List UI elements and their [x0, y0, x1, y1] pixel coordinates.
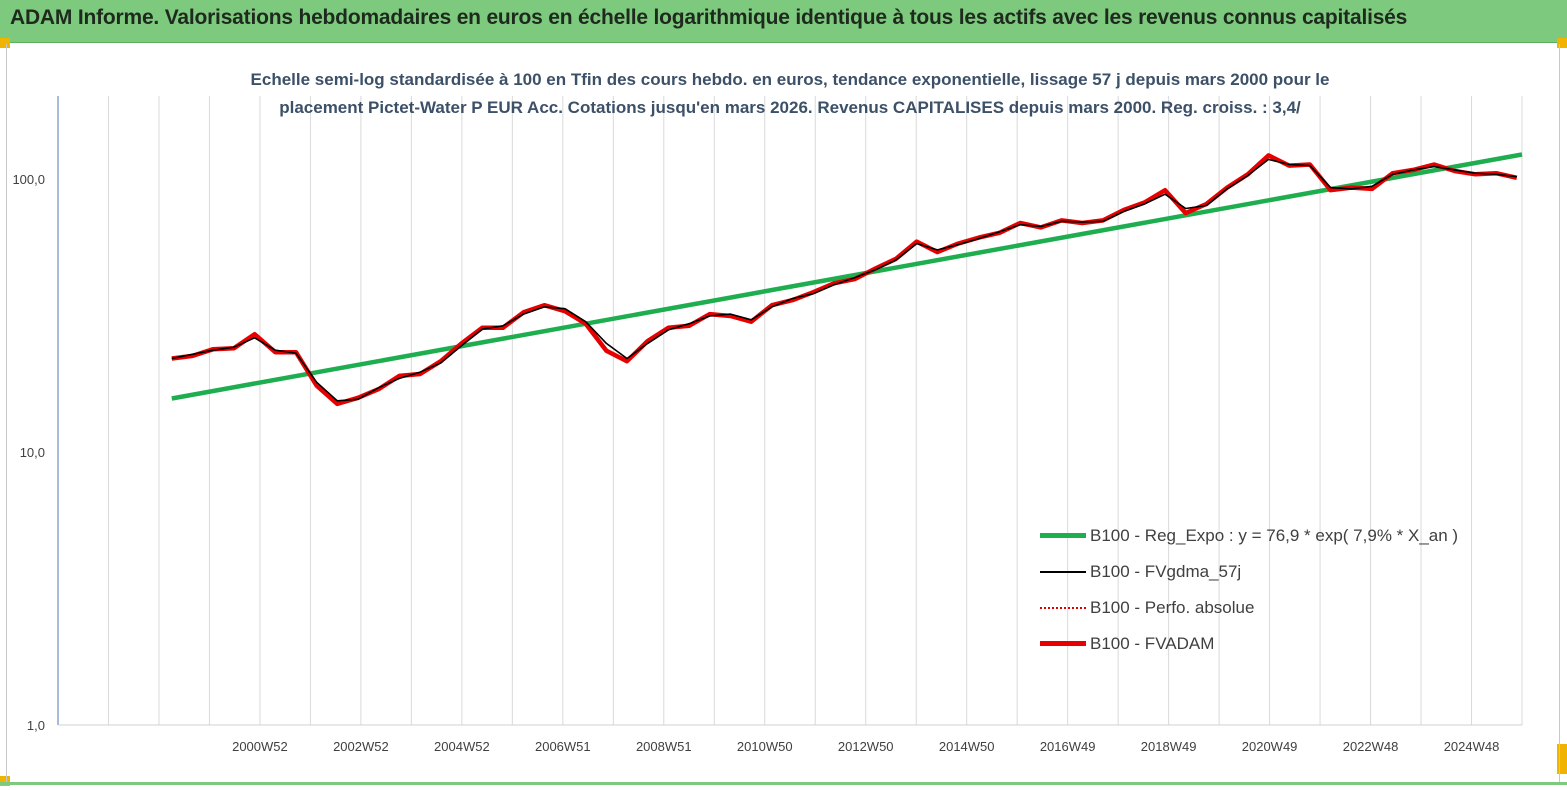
x-tick-label: 2022W48	[1343, 739, 1399, 754]
legend-label: B100 - Reg_Expo : y = 76,9 * exp( 7,9% *…	[1090, 526, 1459, 545]
x-tick-label: 2016W49	[1040, 739, 1096, 754]
y-tick-label: 100,0	[12, 172, 45, 187]
corner-marker-bottom-right	[1557, 744, 1567, 774]
series-line-1	[171, 158, 1517, 402]
chart-subtitle-line-1: Echelle semi-log standardisée à 100 en T…	[250, 70, 1330, 89]
bottom-rule	[0, 782, 1567, 785]
corner-marker-top-left	[0, 38, 10, 48]
legend-item: B100 - Perfo. absolue	[1040, 590, 1458, 626]
x-tick-label: 2006W51	[535, 739, 591, 754]
legend-swatch	[1040, 603, 1086, 613]
y-tick-label: 1,0	[27, 718, 45, 733]
x-tick-layer: 2000W52 2002W52 2004W52 2006W51 2008W51 2010W…	[232, 739, 1499, 754]
legend-label: B100 - Perfo. absolue	[1090, 598, 1255, 617]
title-banner: ADAM Informe. Valorisations hebdomadaire…	[0, 0, 1567, 43]
y-tick-label: 10,0	[20, 445, 45, 460]
legend-item: B100 - FVADAM	[1040, 626, 1458, 662]
legend-swatch	[1040, 639, 1086, 649]
x-tick-label: 2014W50	[939, 739, 995, 754]
legend-label: B100 - FVgdma_57j	[1090, 562, 1242, 581]
y-tick-layer: 1,0 10,0 100,0	[12, 172, 45, 733]
legend-swatch	[1040, 567, 1086, 577]
x-tick-label: 2018W49	[1141, 739, 1197, 754]
legend-label: B100 - FVADAM	[1090, 634, 1215, 653]
x-tick-label: 2002W52	[333, 739, 389, 754]
series-layer	[171, 152, 1523, 407]
chart-legend: B100 - Reg_Expo : y = 76,9 * exp( 7,9% *…	[1040, 518, 1458, 662]
x-tick-label: 2020W49	[1242, 739, 1298, 754]
legend-swatch	[1040, 531, 1086, 541]
x-tick-label: 2012W50	[838, 739, 894, 754]
chart-frame	[6, 44, 1560, 782]
legend-item: B100 - FVgdma_57j	[1040, 554, 1458, 590]
x-tick-label: 2000W52	[232, 739, 288, 754]
series-line-0	[171, 152, 1523, 401]
x-tick-label: 2008W51	[636, 739, 692, 754]
x-tick-label: 2010W50	[737, 739, 793, 754]
corner-marker-bottom-left	[0, 776, 10, 786]
x-tick-label: 2024W48	[1444, 739, 1500, 754]
banner-title: ADAM Informe. Valorisations hebdomadaire…	[10, 6, 1408, 29]
corner-marker-top-right	[1557, 38, 1567, 48]
chart-subtitle-line-2: placement Pictet-Water P EUR Acc. Cotati…	[279, 98, 1301, 117]
x-tick-label: 2004W52	[434, 739, 490, 754]
legend-item: B100 - Reg_Expo : y = 76,9 * exp( 7,9% *…	[1040, 518, 1458, 554]
chart-subtitle: Echelle semi-log standardisée à 100 en T…	[200, 66, 1380, 122]
